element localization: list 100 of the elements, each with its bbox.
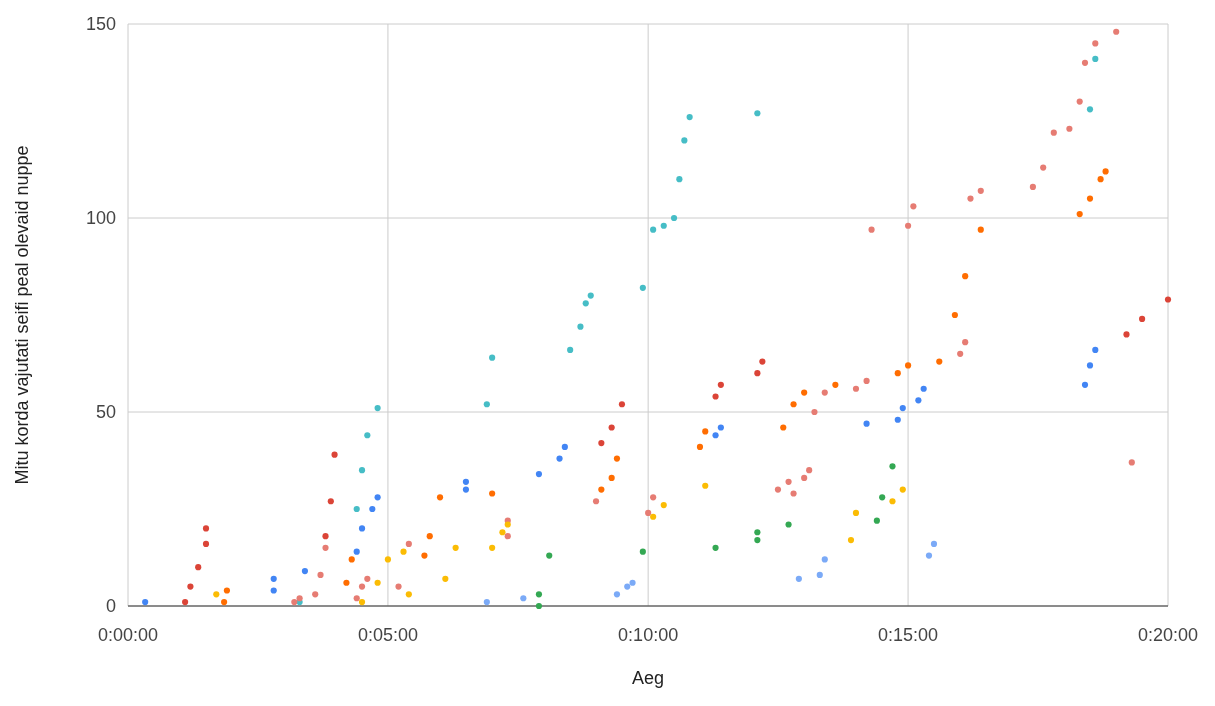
point bbox=[202, 525, 210, 532]
point bbox=[358, 467, 366, 474]
point bbox=[894, 370, 901, 377]
point bbox=[1076, 98, 1083, 105]
point bbox=[806, 467, 813, 474]
point bbox=[873, 517, 880, 524]
point bbox=[608, 424, 615, 431]
point bbox=[317, 571, 324, 579]
point bbox=[639, 548, 646, 555]
point bbox=[187, 583, 194, 590]
point bbox=[395, 583, 402, 590]
point bbox=[889, 498, 896, 505]
point bbox=[296, 595, 303, 602]
point bbox=[717, 424, 724, 431]
point bbox=[790, 401, 797, 408]
point bbox=[660, 222, 667, 229]
x-tick-label: 0:00:00 bbox=[97, 625, 159, 645]
point bbox=[962, 339, 969, 346]
point bbox=[712, 544, 719, 551]
point bbox=[608, 474, 615, 482]
point bbox=[1086, 195, 1094, 202]
point bbox=[962, 273, 969, 280]
point bbox=[852, 385, 860, 392]
point bbox=[353, 548, 360, 555]
point bbox=[483, 599, 490, 606]
point bbox=[1066, 125, 1073, 132]
point bbox=[613, 455, 621, 462]
point bbox=[577, 323, 584, 330]
point bbox=[520, 595, 527, 602]
x-tick-label: 0:20:00 bbox=[1137, 625, 1199, 645]
point bbox=[1081, 59, 1089, 66]
point bbox=[374, 579, 381, 586]
point bbox=[322, 533, 329, 540]
point bbox=[951, 311, 958, 319]
point bbox=[936, 358, 943, 365]
point bbox=[863, 420, 870, 427]
point bbox=[821, 389, 828, 396]
point bbox=[312, 591, 319, 598]
point bbox=[587, 292, 594, 299]
point bbox=[650, 513, 657, 520]
point bbox=[1123, 331, 1130, 338]
point bbox=[374, 494, 381, 501]
point bbox=[618, 401, 626, 408]
point bbox=[915, 397, 922, 404]
point bbox=[421, 552, 428, 559]
point bbox=[904, 362, 912, 369]
y-axis-title: Mitu korda vajutati seifi peal olevaid nuppe bbox=[12, 145, 32, 485]
point bbox=[967, 195, 974, 202]
point bbox=[925, 552, 933, 559]
point bbox=[639, 284, 646, 291]
x-axis-title: Aeg bbox=[631, 668, 665, 688]
point bbox=[847, 536, 855, 544]
point bbox=[374, 405, 381, 412]
point bbox=[592, 498, 600, 505]
point bbox=[327, 498, 334, 505]
point bbox=[270, 587, 277, 594]
point bbox=[1086, 106, 1094, 113]
point bbox=[369, 505, 376, 513]
point bbox=[696, 443, 704, 450]
point bbox=[489, 490, 496, 497]
point bbox=[785, 478, 792, 485]
point bbox=[660, 502, 667, 509]
point bbox=[899, 405, 906, 412]
point bbox=[1086, 362, 1094, 369]
point bbox=[561, 443, 568, 450]
x-tick-label: 0:15:00 bbox=[878, 625, 939, 645]
point bbox=[832, 381, 839, 388]
point bbox=[291, 599, 298, 606]
point bbox=[504, 533, 511, 540]
point bbox=[863, 377, 870, 385]
point bbox=[535, 591, 543, 598]
point bbox=[801, 389, 808, 396]
point bbox=[868, 226, 875, 233]
point bbox=[504, 521, 511, 528]
point bbox=[353, 505, 360, 513]
point bbox=[774, 486, 782, 493]
point bbox=[754, 110, 761, 117]
point bbox=[1102, 168, 1109, 175]
point bbox=[650, 494, 657, 501]
point bbox=[1076, 211, 1083, 218]
point bbox=[405, 591, 412, 598]
point bbox=[889, 463, 896, 470]
point bbox=[957, 350, 964, 357]
point bbox=[754, 529, 761, 536]
point bbox=[213, 591, 220, 598]
point bbox=[717, 381, 724, 388]
point bbox=[331, 451, 338, 458]
point bbox=[1139, 315, 1146, 322]
point bbox=[358, 599, 366, 606]
point bbox=[1097, 176, 1104, 183]
point bbox=[681, 137, 688, 144]
point bbox=[894, 416, 901, 423]
point bbox=[1092, 55, 1099, 62]
point bbox=[270, 575, 277, 582]
point bbox=[879, 494, 886, 501]
x-tick-label: 0:10:00 bbox=[618, 625, 679, 645]
point bbox=[499, 529, 506, 536]
point bbox=[811, 408, 818, 416]
point bbox=[790, 490, 797, 497]
point bbox=[535, 602, 543, 610]
